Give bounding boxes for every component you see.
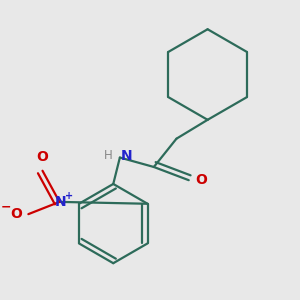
Text: O: O — [195, 173, 207, 187]
Text: +: + — [65, 191, 73, 201]
Text: O: O — [10, 207, 22, 221]
Text: O: O — [37, 150, 48, 164]
Text: −: − — [1, 200, 11, 213]
Text: N: N — [121, 149, 132, 163]
Text: H: H — [103, 149, 112, 162]
Text: N: N — [55, 195, 66, 209]
